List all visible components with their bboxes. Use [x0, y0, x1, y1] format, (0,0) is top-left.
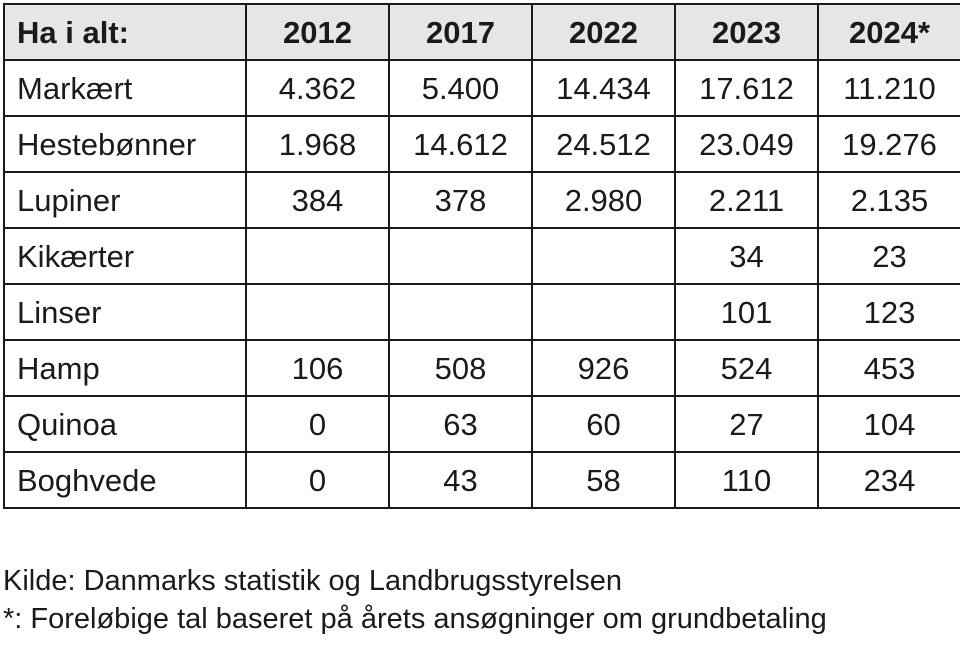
table-body: Markært 4.362 5.400 14.434 17.612 11.210… [3, 59, 960, 509]
row-label: Quinoa [3, 395, 247, 453]
table-cell: 27 [674, 395, 819, 453]
year-header: 2017 [388, 3, 533, 61]
source-note: Kilde: Danmarks statistik og Landbrugsst… [3, 565, 622, 597]
table-row: Hestebønner 1.968 14.612 24.512 23.049 1… [3, 115, 960, 173]
table-cell: 14.612 [388, 115, 533, 173]
table-cell: 2.135 [817, 171, 960, 229]
table-cell: 0 [245, 395, 390, 453]
table-header: Ha i alt: 2012 2017 2022 2023 2024* [3, 3, 960, 61]
row-label: Boghvede [3, 451, 247, 509]
table-row: Quinoa 0 63 60 27 104 [3, 395, 960, 453]
row-label: Linser [3, 283, 247, 341]
table-cell: 5.400 [388, 59, 533, 117]
table-cell: 1.968 [245, 115, 390, 173]
row-label: Lupiner [3, 171, 247, 229]
table-cell [245, 283, 390, 341]
table-cell: 2.980 [531, 171, 676, 229]
row-label: Hamp [3, 339, 247, 397]
table-cell: 2.211 [674, 171, 819, 229]
table-cell: 43 [388, 451, 533, 509]
table-cell [388, 227, 533, 285]
table-cell: 24.512 [531, 115, 676, 173]
table-cell: 524 [674, 339, 819, 397]
row-label: Hestebønner [3, 115, 247, 173]
table-cell: 11.210 [817, 59, 960, 117]
year-header: 2024* [817, 3, 960, 61]
table-cell: 0 [245, 451, 390, 509]
table-cell: 104 [817, 395, 960, 453]
table-cell: 110 [674, 451, 819, 509]
table-cell: 58 [531, 451, 676, 509]
header-row: Ha i alt: 2012 2017 2022 2023 2024* [3, 3, 960, 61]
row-label: Markært [3, 59, 247, 117]
table-cell: 4.362 [245, 59, 390, 117]
table-cell: 453 [817, 339, 960, 397]
table-cell: 17.612 [674, 59, 819, 117]
table-row: Lupiner 384 378 2.980 2.211 2.135 [3, 171, 960, 229]
crop-area-table: Ha i alt: 2012 2017 2022 2023 2024* Mark… [3, 3, 960, 509]
table-row: Markært 4.362 5.400 14.434 17.612 11.210 [3, 59, 960, 117]
table-row: Hamp 106 508 926 524 453 [3, 339, 960, 397]
table-cell: 63 [388, 395, 533, 453]
year-header: 2023 [674, 3, 819, 61]
row-label: Kikærter [3, 227, 247, 285]
table-cell: 23.049 [674, 115, 819, 173]
table-notes: Kilde: Danmarks statistik og Landbrugsst… [3, 562, 953, 638]
table-cell [531, 283, 676, 341]
table-cell: 234 [817, 451, 960, 509]
table-row: Linser 101 123 [3, 283, 960, 341]
table-cell: 34 [674, 227, 819, 285]
footnote: *: Foreløbige tal baseret på årets ansøg… [3, 603, 827, 635]
table-cell: 106 [245, 339, 390, 397]
table-row: Kikærter 34 23 [3, 227, 960, 285]
table-cell: 508 [388, 339, 533, 397]
table-cell: 926 [531, 339, 676, 397]
table-cell [388, 283, 533, 341]
corner-label: Ha i alt: [3, 3, 247, 61]
table-cell: 14.434 [531, 59, 676, 117]
year-header: 2022 [531, 3, 676, 61]
table-cell: 123 [817, 283, 960, 341]
year-header: 2012 [245, 3, 390, 61]
table-cell: 101 [674, 283, 819, 341]
table-row: Boghvede 0 43 58 110 234 [3, 451, 960, 509]
table-cell: 60 [531, 395, 676, 453]
table-cell: 378 [388, 171, 533, 229]
table-cell: 384 [245, 171, 390, 229]
table-cell [531, 227, 676, 285]
table-cell: 23 [817, 227, 960, 285]
table-cell: 19.276 [817, 115, 960, 173]
table-cell [245, 227, 390, 285]
